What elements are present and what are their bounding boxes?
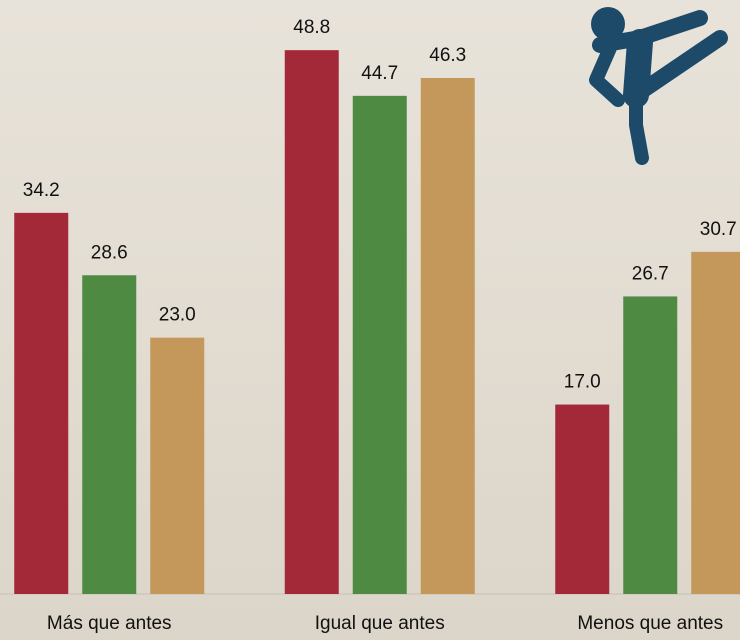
data-label: 26.7	[632, 263, 669, 284]
bar	[623, 296, 678, 594]
data-label: 48.8	[293, 17, 330, 38]
bar	[352, 95, 407, 594]
karate-icon	[589, 7, 728, 165]
bar	[284, 50, 339, 595]
data-label: 46.3	[429, 45, 466, 66]
bar	[14, 212, 69, 594]
data-label: 23.0	[159, 305, 196, 326]
x-tick-label: Igual que antes	[315, 613, 445, 634]
data-label: 17.0	[564, 372, 601, 393]
bar	[691, 251, 740, 594]
data-label: 30.7	[700, 219, 737, 240]
bar	[420, 78, 475, 595]
data-label: 34.2	[23, 180, 60, 201]
bar	[82, 275, 137, 594]
x-tick-label: Más que antes	[47, 613, 172, 634]
data-label: 28.6	[91, 242, 128, 263]
data-label: 44.7	[361, 63, 398, 84]
bar	[555, 404, 610, 594]
x-tick-label: Menos que antes	[577, 613, 723, 634]
bar	[150, 337, 205, 594]
